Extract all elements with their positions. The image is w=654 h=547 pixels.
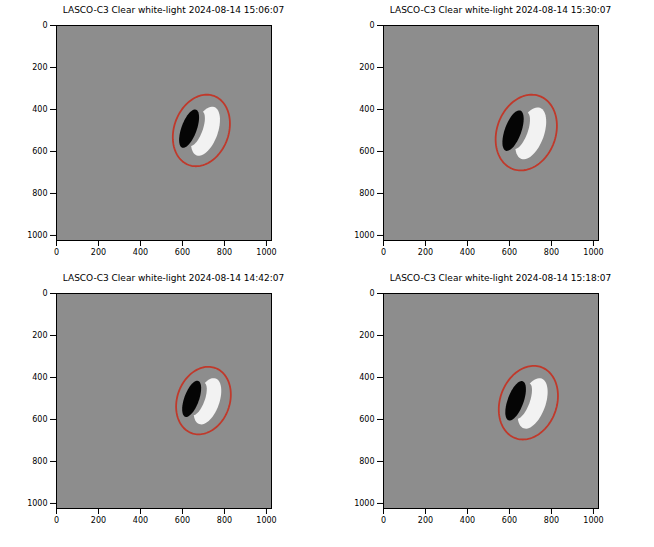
svg-text:1000: 1000 <box>256 516 276 525</box>
svg-text:200: 200 <box>32 331 47 340</box>
svg-text:800: 800 <box>543 516 558 525</box>
svg-text:1000: 1000 <box>354 231 374 240</box>
svg-text:600: 600 <box>174 516 189 525</box>
svg-text:600: 600 <box>32 415 47 424</box>
svg-text:400: 400 <box>359 373 374 382</box>
svg-text:200: 200 <box>417 516 432 525</box>
svg-text:400: 400 <box>459 248 474 257</box>
svg-text:600: 600 <box>501 248 516 257</box>
svg-text:400: 400 <box>32 105 47 114</box>
svg-text:1000: 1000 <box>583 516 603 525</box>
svg-text:200: 200 <box>359 331 374 340</box>
svg-text:0: 0 <box>53 516 58 525</box>
svg-text:0: 0 <box>42 21 47 30</box>
svg-text:200: 200 <box>359 63 374 72</box>
svg-text:800: 800 <box>359 457 374 466</box>
svg-text:1000: 1000 <box>583 248 603 257</box>
svg-text:0: 0 <box>42 289 47 298</box>
svg-text:600: 600 <box>174 248 189 257</box>
svg-text:400: 400 <box>359 105 374 114</box>
svg-text:400: 400 <box>132 516 147 525</box>
svg-text:200: 200 <box>32 63 47 72</box>
svg-text:800: 800 <box>543 248 558 257</box>
svg-text:400: 400 <box>459 516 474 525</box>
svg-text:0: 0 <box>53 248 58 257</box>
html-text:LASCO-C3 Clear white-light 202: LASCO-C3 Clear white-light 2024-08-14 14… <box>62 273 285 283</box>
svg-text:1000: 1000 <box>256 248 276 257</box>
svg-text:0: 0 <box>380 248 385 257</box>
svg-text:0: 0 <box>369 21 374 30</box>
svg-text:0: 0 <box>369 289 374 298</box>
svg-text:200: 200 <box>417 248 432 257</box>
svg-text:800: 800 <box>359 189 374 198</box>
svg-text:400: 400 <box>132 248 147 257</box>
svg-text:800: 800 <box>216 248 231 257</box>
svg-text:200: 200 <box>90 516 105 525</box>
svg-text:800: 800 <box>216 516 231 525</box>
html-text:LASCO-C3 Clear white-light 202: LASCO-C3 Clear white-light 2024-08-14 15… <box>389 5 612 15</box>
svg-text:200: 200 <box>90 248 105 257</box>
html-text:LASCO-C3 Clear white-light 202: LASCO-C3 Clear white-light 2024-08-14 15… <box>389 273 612 283</box>
svg-text:600: 600 <box>359 147 374 156</box>
svg-text:800: 800 <box>32 189 47 198</box>
svg-text:1000: 1000 <box>27 231 47 240</box>
svg-text:1000: 1000 <box>354 499 374 508</box>
svg-text:400: 400 <box>32 373 47 382</box>
svg-text:1000: 1000 <box>27 499 47 508</box>
svg-text:0: 0 <box>380 516 385 525</box>
svg-text:600: 600 <box>359 415 374 424</box>
svg-text:800: 800 <box>32 457 47 466</box>
svg-text:600: 600 <box>32 147 47 156</box>
html-text:LASCO-C3 Clear white-light 202: LASCO-C3 Clear white-light 2024-08-14 15… <box>62 5 285 15</box>
svg-text:600: 600 <box>501 516 516 525</box>
